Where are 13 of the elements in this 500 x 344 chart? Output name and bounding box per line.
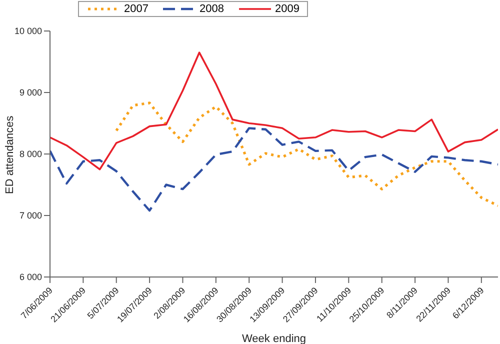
legend-label: 2009 (274, 3, 300, 15)
y-tick-label: 8 000 (19, 149, 42, 160)
line-series (50, 127, 498, 212)
legend-label: 2007 (124, 3, 148, 15)
line-series (50, 52, 498, 170)
y-tick-label: 7 000 (19, 210, 42, 221)
y-tick-label: 6 000 (19, 272, 42, 282)
x-axis-title: Week ending (242, 333, 306, 344)
y-tick-label: 10 000 (14, 26, 42, 36)
y-tick-label: 9 000 (19, 88, 42, 98)
legend-label: 2008 (199, 3, 224, 15)
y-axis-title: ED attendances (4, 115, 16, 194)
line-series (115, 102, 498, 207)
